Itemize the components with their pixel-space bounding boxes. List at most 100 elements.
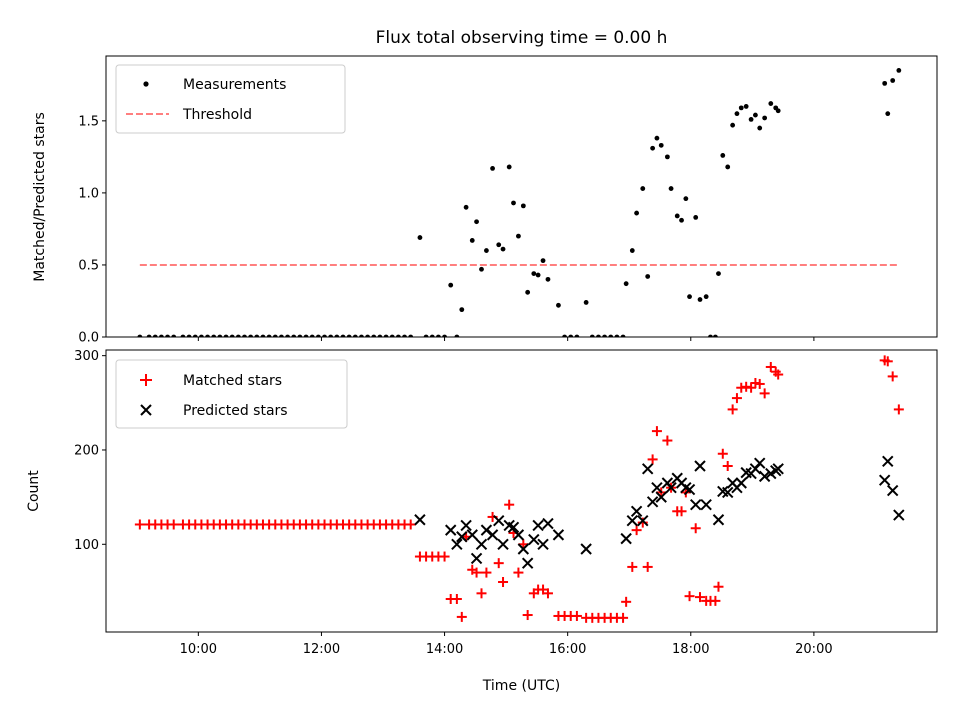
legend-threshold-label: Threshold [182, 107, 252, 123]
measurement-point [730, 122, 736, 128]
predicted-star-point [694, 460, 706, 472]
ratio-ytick-label: 1.0 [78, 186, 99, 201]
legend-matched-marker [140, 374, 152, 386]
measurement-point [315, 334, 321, 337]
measurement-point [260, 334, 266, 337]
measurement-point [716, 271, 721, 276]
predicted-star-point [637, 515, 649, 527]
ratio-legend: Measurements Threshold [115, 64, 346, 134]
predicted-star-point [700, 498, 712, 511]
measurement-point [272, 334, 278, 337]
matched-star-point [717, 448, 728, 459]
measurement-point [500, 246, 506, 252]
matched-star-point [456, 611, 467, 622]
measurement-point [417, 235, 423, 240]
measurement-point [890, 78, 896, 83]
matched-star-point [522, 610, 533, 621]
measurement-point [165, 334, 170, 337]
predicted-star-point [460, 519, 472, 532]
matched-star-point [134, 519, 145, 530]
matched-star-point [481, 567, 492, 578]
matched-star-point [498, 577, 509, 588]
measurement-point [334, 334, 340, 337]
measurement-point [775, 108, 781, 114]
measurement-point [469, 238, 475, 243]
measurement-point [683, 196, 689, 202]
predicted-star-point [886, 484, 899, 497]
measurement-point [137, 334, 143, 337]
measurement-point [516, 233, 521, 239]
measurement-point [436, 334, 441, 337]
predicted-star-point [893, 509, 905, 521]
predicted-star-point [486, 529, 499, 541]
matched-star-point [168, 519, 179, 530]
count-ylabel: Count [26, 470, 42, 512]
predicted-star-point [626, 515, 639, 527]
ratio-ytick-label: 0.5 [78, 258, 99, 273]
measurement-point [658, 142, 664, 148]
measurement-point [322, 334, 327, 337]
predicted-star-point [470, 552, 483, 565]
predicted-star-point [758, 470, 771, 483]
predicted-star-point [665, 481, 677, 494]
xtick-label: 14:00 [426, 642, 463, 657]
measurement-point [408, 334, 414, 337]
ratio-ytick-label: 1.5 [78, 114, 99, 129]
measurement-point [297, 334, 303, 337]
measurement-point [511, 200, 516, 206]
predicted-star-point [754, 457, 766, 469]
matched-star-point [542, 588, 553, 599]
measurement-point [152, 334, 158, 337]
measurement-point [309, 334, 315, 337]
count-xlabel: Time (UTC) [482, 678, 560, 694]
legend-measurements-label: Measurements [183, 77, 286, 93]
xtick-label: 12:00 [303, 642, 340, 657]
measurement-point [614, 334, 620, 337]
measurement-point [279, 334, 284, 337]
measurement-point [340, 334, 346, 337]
matched-star-point [893, 404, 904, 415]
measurement-point [753, 112, 758, 118]
predicted-star-point [651, 481, 663, 494]
predicted-star-point [521, 557, 534, 569]
measurement-point [668, 186, 674, 191]
matched-star-point [731, 393, 742, 404]
measurement-point [540, 258, 546, 264]
matched-star-point [727, 404, 738, 415]
measurement-point [352, 334, 358, 337]
predicted-star-point [480, 524, 493, 536]
measurement-point [640, 186, 646, 191]
predicted-star-point [712, 514, 725, 526]
measurement-point [687, 294, 692, 300]
measurement-point [620, 334, 626, 337]
count-ytick-label: 200 [74, 443, 99, 458]
measurement-point [359, 334, 364, 337]
matched-star-point [513, 567, 524, 578]
xtick-label: 16:00 [549, 642, 586, 657]
measurement-point [757, 125, 763, 131]
measurement-point [490, 166, 495, 171]
measurement-point [531, 271, 537, 276]
matched-star-point [618, 612, 629, 623]
measurement-point [371, 334, 377, 337]
measurement-point [442, 334, 447, 337]
measurement-point [402, 334, 407, 337]
legend-measurements-marker [143, 81, 149, 87]
measurement-point [291, 334, 297, 337]
predicted-star-point [537, 538, 549, 550]
measurement-point [629, 248, 635, 253]
measurement-point [602, 334, 607, 337]
matched-star-point [690, 523, 701, 534]
measurement-point [199, 334, 204, 337]
xtick-label: 20:00 [795, 642, 832, 657]
measurement-point [180, 334, 186, 337]
measurement-point [596, 334, 601, 337]
measurement-point [266, 334, 272, 337]
measurement-point [634, 210, 640, 216]
matched-star-point [476, 588, 487, 599]
predicted-star-point [451, 538, 463, 550]
predicted-star-point [456, 531, 468, 543]
predicted-star-point [641, 463, 654, 475]
measurement-point [285, 334, 290, 337]
measurement-point [474, 219, 479, 225]
